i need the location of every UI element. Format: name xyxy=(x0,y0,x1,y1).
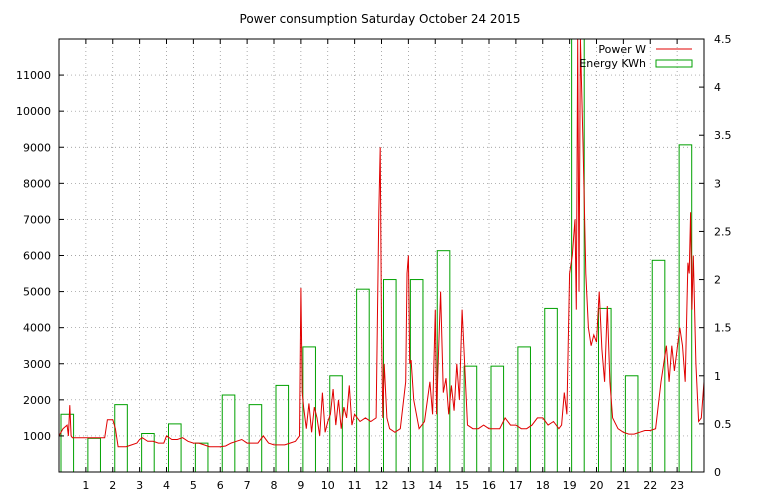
y-right-tick-label: 3.5 xyxy=(714,129,732,142)
x-tick-label: 11 xyxy=(348,479,362,492)
y-left-tick-label: 5000 xyxy=(23,286,51,299)
x-tick-label: 1 xyxy=(82,479,89,492)
y-left-tick-label: 9000 xyxy=(23,141,51,154)
y-left-tick-label: 10000 xyxy=(16,105,51,118)
x-tick-label: 17 xyxy=(509,479,523,492)
x-tick-label: 12 xyxy=(375,479,389,492)
y-right-tick-label: 4.5 xyxy=(714,33,732,46)
x-tick-label: 8 xyxy=(271,479,278,492)
x-tick-label: 7 xyxy=(244,479,251,492)
x-tick-label: 10 xyxy=(321,479,335,492)
y-left-tick-label: 11000 xyxy=(16,69,51,82)
legend-swatch-energy xyxy=(655,59,693,68)
energy-bar xyxy=(678,144,693,473)
energy-bar xyxy=(598,307,612,473)
x-tick-label: 21 xyxy=(616,479,630,492)
power-series xyxy=(58,38,705,448)
y-right-axis-ticks: 0 0.5 1 1.5 2 2.5 3 3.5 4 4.5 xyxy=(699,33,732,479)
y-left-tick-label: 2000 xyxy=(23,394,51,407)
chart-title: Power consumption Saturday October 24 20… xyxy=(240,12,521,26)
y-right-tick-label: 1.5 xyxy=(714,322,732,335)
energy-bar xyxy=(87,437,101,473)
x-tick-label: 18 xyxy=(536,479,550,492)
y-left-tick-label: 8000 xyxy=(23,177,51,190)
x-tick-label: 9 xyxy=(297,479,304,492)
x-tick-label: 23 xyxy=(670,479,684,492)
x-tick-label: 6 xyxy=(217,479,224,492)
y-right-tick-label: 0.5 xyxy=(714,418,732,431)
x-tick-label: 14 xyxy=(428,479,442,492)
x-tick-label: 2 xyxy=(109,479,116,492)
y-left-axis-ticks: 1000 2000 3000 4000 5000 6000 7000 8000 9000 1000… xyxy=(16,69,64,443)
energy-bar xyxy=(624,375,639,473)
x-tick-label: 15 xyxy=(455,479,469,492)
energy-bar xyxy=(463,365,478,473)
y-right-tick-label: 2 xyxy=(714,274,721,287)
y-right-tick-label: 1 xyxy=(714,370,721,383)
energy-bar xyxy=(517,346,531,473)
energy-bar xyxy=(221,394,236,473)
y-left-tick-label: 3000 xyxy=(23,358,51,371)
energy-bar xyxy=(544,307,558,473)
x-tick-label: 20 xyxy=(590,479,604,492)
y-right-tick-label: 0 xyxy=(714,466,721,479)
energy-bar xyxy=(141,433,155,473)
y-left-tick-label: 4000 xyxy=(23,322,51,335)
legend: Power W Energy KWh xyxy=(579,43,693,70)
x-tick-label: 13 xyxy=(401,479,415,492)
energy-bar xyxy=(168,423,182,473)
x-tick-label: 5 xyxy=(190,479,197,492)
x-tick-label: 22 xyxy=(643,479,657,492)
legend-label-energy: Energy KWh xyxy=(579,57,646,70)
y-left-tick-label: 7000 xyxy=(23,213,51,226)
x-tick-label: 19 xyxy=(563,479,577,492)
energy-bar xyxy=(248,404,263,473)
grid xyxy=(59,39,704,472)
energy-bar xyxy=(436,250,451,473)
x-tick-label: 3 xyxy=(136,479,143,492)
x-tick-label: 4 xyxy=(163,479,170,492)
y-left-tick-label: 6000 xyxy=(23,250,51,263)
y-left-tick-label: 1000 xyxy=(23,430,51,443)
energy-bar xyxy=(194,442,209,473)
energy-bar xyxy=(490,365,505,473)
energy-bar xyxy=(356,288,370,473)
energy-bar xyxy=(60,413,75,473)
x-axis-ticks: 1 2 3 4 5 6 7 8 9 10 11 12 13 14 15 16 17 18 19 20 21 22 23 xyxy=(82,39,684,492)
energy-bar xyxy=(275,384,290,473)
legend-label-power: Power W xyxy=(598,43,646,56)
y-right-tick-label: 3 xyxy=(714,177,721,190)
x-tick-label: 16 xyxy=(482,479,496,492)
y-right-tick-label: 4 xyxy=(714,81,721,94)
power-line xyxy=(58,38,705,448)
y-right-tick-label: 2.5 xyxy=(714,225,732,238)
energy-bar xyxy=(383,279,397,473)
